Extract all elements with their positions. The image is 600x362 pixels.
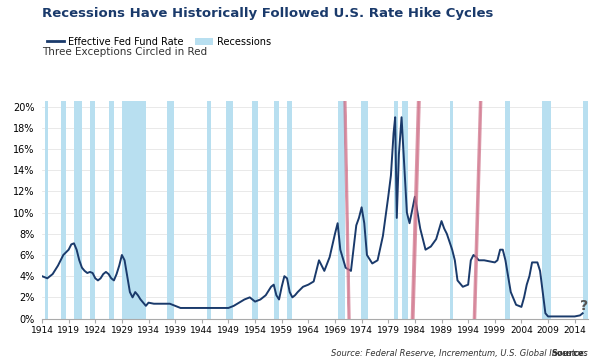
Bar [361,101,368,319]
Bar [61,101,66,319]
Bar [449,101,453,319]
Ellipse shape [407,0,424,362]
Bar [74,101,82,319]
Ellipse shape [467,0,485,362]
Bar [122,101,146,319]
Bar [542,101,551,319]
Bar [274,101,279,319]
Ellipse shape [339,0,357,362]
Bar [109,101,114,319]
Text: Source:: Source: [552,349,588,358]
Bar [338,101,344,319]
Bar [583,101,588,319]
Bar [44,101,49,319]
Bar [505,101,509,319]
Bar [401,101,409,319]
Bar [207,101,211,319]
Bar [287,101,292,319]
Bar [90,101,95,319]
Bar [167,101,173,319]
Text: Recessions Have Historically Followed U.S. Rate Hike Cycles: Recessions Have Historically Followed U.… [42,7,493,20]
Legend: Effective Fed Fund Rate, Recessions: Effective Fed Fund Rate, Recessions [47,37,271,47]
Text: ?: ? [580,299,589,313]
Text: Three Exceptions Circled in Red: Three Exceptions Circled in Red [42,47,207,57]
Text: Source: Federal Reserve, Incrementum, U.S. Global Investors: Source: Federal Reserve, Incrementum, U.… [331,349,588,358]
Bar [226,101,233,319]
Bar [394,101,398,319]
Bar [253,101,258,319]
